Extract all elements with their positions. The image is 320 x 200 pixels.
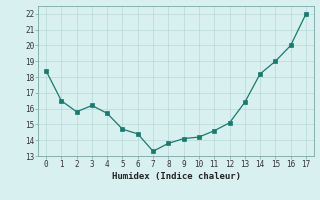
X-axis label: Humidex (Indice chaleur): Humidex (Indice chaleur): [111, 172, 241, 181]
